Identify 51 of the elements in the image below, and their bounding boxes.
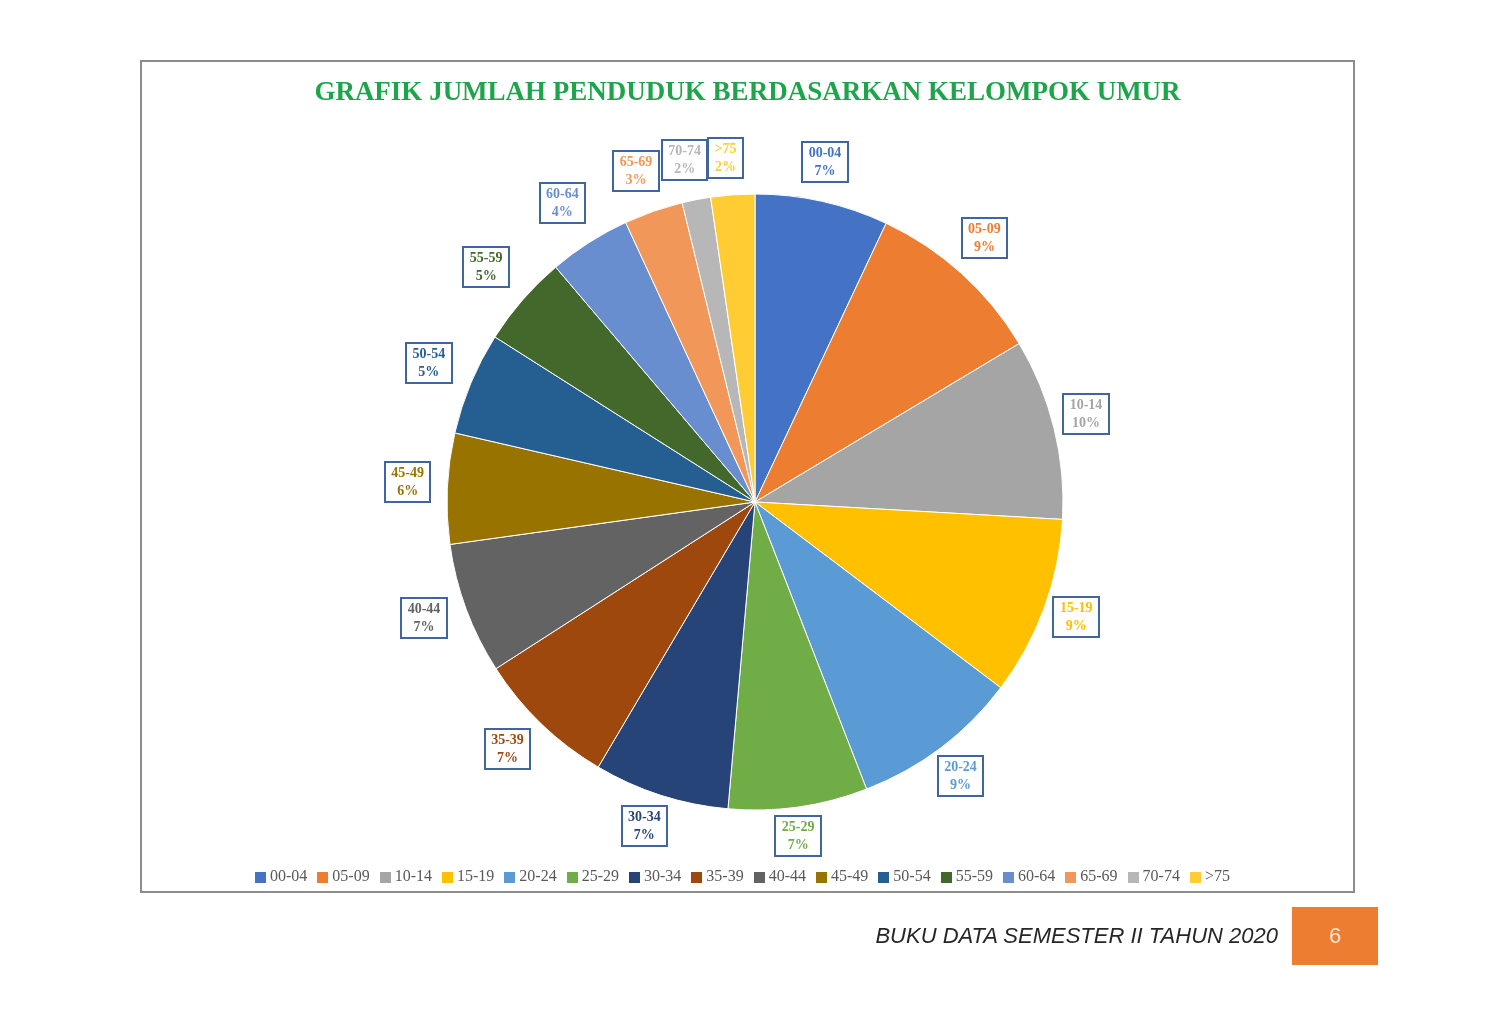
legend-label: 00-04 — [270, 867, 308, 884]
slice-label: 05-09 — [967, 219, 1002, 238]
legend-label: 65-69 — [1080, 867, 1118, 884]
data-label: 2% — [713, 157, 737, 176]
slice-label: 25-29 — [780, 817, 816, 836]
legend-label: 30-34 — [643, 867, 682, 884]
legend-label: 35-39 — [706, 867, 744, 884]
slice-label: 35-39 — [490, 730, 525, 749]
slice-label: 60-64 — [545, 185, 580, 204]
legend-label: 45-49 — [830, 867, 869, 884]
data-label: 6% — [396, 481, 420, 500]
slice-label: 65-69 — [618, 152, 654, 171]
legend-label: 20-24 — [519, 867, 557, 884]
slice-label: 10-14 — [1068, 396, 1104, 415]
data-label: 9% — [972, 237, 996, 256]
legend-label: 25-29 — [581, 867, 619, 884]
data-label: 7% — [813, 161, 837, 180]
chart-title: GRAFIK JUMLAH PENDUDUK BERDASARKAN KELOMPOK UMUR — [313, 76, 1182, 107]
data-label: 4% — [550, 203, 574, 222]
page-number-box: 6 — [1292, 907, 1378, 965]
data-label: 3% — [624, 170, 648, 189]
data-label: 5% — [474, 267, 498, 286]
data-label: 9% — [948, 775, 972, 794]
slice-label: 15-19 — [1058, 598, 1094, 617]
legend-label: 55-59 — [955, 867, 993, 884]
legend-label: 40-44 — [768, 867, 806, 884]
data-label: 7% — [632, 825, 656, 844]
slice-label: 40-44 — [406, 599, 442, 618]
data-label: 2% — [673, 160, 697, 179]
data-label: 7% — [495, 748, 519, 767]
slice-label: 45-49 — [390, 463, 425, 482]
legend-label: 60-64 — [1017, 867, 1056, 884]
slice-label: 30-34 — [627, 807, 662, 826]
slice-label: 50-54 — [411, 344, 447, 363]
data-label: 7% — [786, 835, 810, 854]
legend-label: 10-14 — [394, 867, 432, 884]
data-label: 10% — [1071, 414, 1102, 433]
slice-label: >75 — [713, 139, 738, 158]
data-label: 7% — [412, 617, 436, 636]
slice-label: 55-59 — [468, 249, 504, 268]
legend-label: 70-74 — [1142, 867, 1180, 884]
legend-label: >75 — [1204, 867, 1230, 884]
legend-label: 50-54 — [893, 867, 931, 884]
data-label: 9% — [1064, 616, 1088, 635]
legend-label: 15-19 — [457, 867, 495, 884]
slice-label: 00-04 — [807, 143, 843, 162]
slice-label: 70-74 — [667, 142, 702, 161]
data-label: 5% — [417, 362, 441, 381]
text: BUKU DATA SEMESTER II TAHUN 2020 — [874, 923, 1278, 949]
slice-label: 20-24 — [943, 757, 978, 776]
legend-label: 05-09 — [332, 867, 370, 884]
